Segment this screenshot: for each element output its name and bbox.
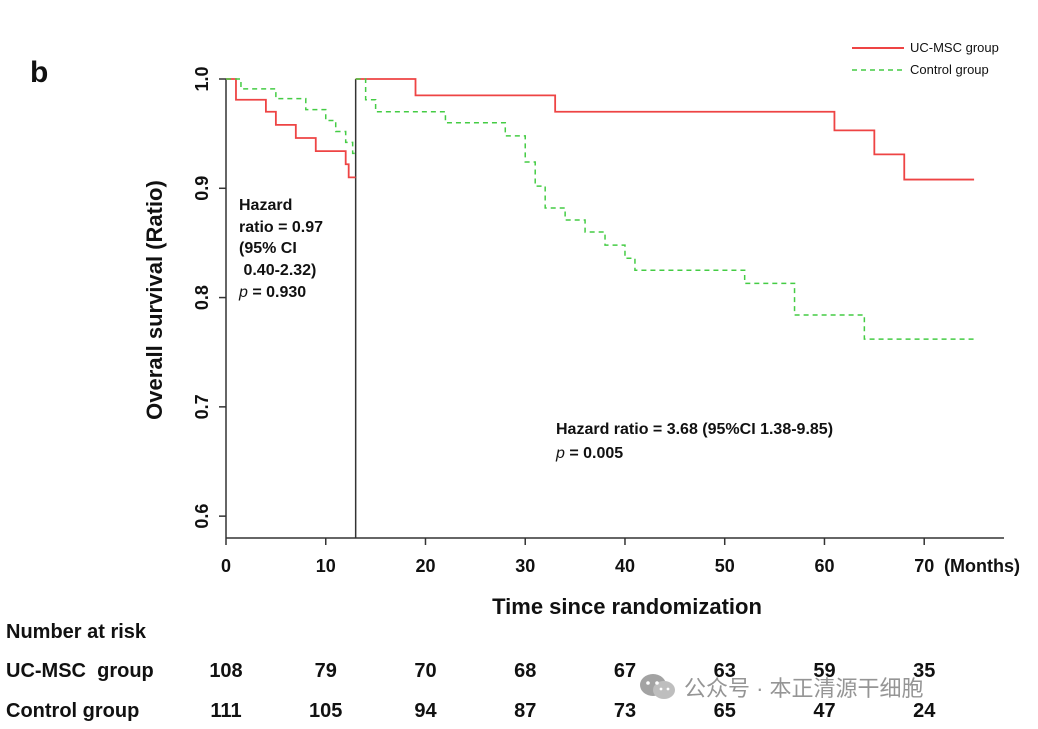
- watermark-text: 公众号 · 本正清源干细胞: [684, 676, 924, 701]
- uc-msc-survival-curve-1: [355, 78, 975, 181]
- control-risk-value: 24: [913, 700, 936, 722]
- control-survival-curve-2: [226, 78, 356, 155]
- annotation-early-line-4: 0.40-2.32): [239, 262, 316, 279]
- uc-msc-risk-value: 67: [613, 660, 637, 682]
- x-axis-title: Time since randomization: [492, 594, 762, 619]
- x-tick-label: 50: [715, 556, 735, 576]
- survival-curves: [226, 78, 975, 340]
- wechat-icon: [640, 674, 675, 699]
- p-value: = 0.005: [565, 445, 623, 462]
- risk-row-label-uc-msc: UC-MSC group: [6, 660, 154, 682]
- survival-chart: b 0 10 20 30 40 50 60 70 0.6 0.7 0.8 0.9 1.0 Overall…: [30, 40, 1020, 619]
- uc-msc-survival-curve-0: [226, 78, 356, 179]
- legend-label-control: Control group: [910, 62, 989, 77]
- y-tick-label: 0.6: [192, 504, 212, 529]
- risk-table-title: Number at risk: [6, 621, 147, 643]
- uc-msc-risk-value: 108: [209, 660, 243, 682]
- p-symbol: p: [238, 284, 248, 301]
- control-survival-curve-3: [355, 78, 975, 340]
- x-tick-label: 30: [515, 556, 535, 576]
- annotation-late-line-1: Hazard ratio = 3.68 (95%CI 1.38-9.85): [556, 421, 833, 438]
- annotation-early-line-1: Hazard: [239, 197, 292, 214]
- uc-msc-risk-value: 35: [913, 660, 936, 682]
- annotation-early-hazard: Hazard ratio = 0.97 (95% CI 0.40-2.32) p…: [238, 197, 323, 301]
- control-risk-value: 87: [514, 700, 537, 722]
- annotation-late-p: p = 0.005: [555, 445, 623, 462]
- uc-msc-risk-value: 70: [414, 660, 437, 682]
- uc-msc-risk-value: 63: [713, 660, 736, 682]
- axes: [225, 79, 1004, 539]
- annotation-early-p: p = 0.930: [238, 284, 306, 301]
- control-risk-value: 111: [210, 700, 242, 722]
- control-risk-value: 94: [414, 700, 437, 722]
- annotation-early-line-2: ratio = 0.97: [239, 219, 323, 236]
- uc-msc-risk-value: 68: [514, 660, 537, 682]
- axis-ticks: 0 10 20 30 40 50 60 70 0.6 0.7 0.8 0.9 1.0: [192, 66, 934, 576]
- y-tick-label: 0.9: [192, 176, 212, 201]
- x-axis-unit: (Months): [944, 556, 1020, 576]
- annotation-late-hazard: Hazard ratio = 3.68 (95%CI 1.38-9.85) p …: [555, 421, 833, 462]
- annotation-early-line-3: (95% CI: [239, 240, 297, 257]
- y-axis-title: Overall survival (Ratio): [142, 180, 167, 420]
- legend: UC-MSC group Control group: [852, 40, 999, 77]
- x-tick-label: 60: [814, 556, 834, 576]
- watermark: 公众号 · 本正清源干细胞: [638, 670, 924, 704]
- x-tick-label: 70: [914, 556, 934, 576]
- x-tick-label: 10: [316, 556, 336, 576]
- p-value: = 0.930: [248, 284, 306, 301]
- y-tick-label: 1.0: [192, 66, 212, 91]
- x-tick-label: 20: [415, 556, 435, 576]
- risk-row-label-control: Control group: [6, 700, 140, 722]
- y-tick-label: 0.8: [192, 285, 212, 310]
- control-risk-value: 105: [309, 700, 343, 722]
- legend-label-uc-msc: UC-MSC group: [910, 40, 999, 55]
- panel-label: b: [30, 56, 48, 89]
- uc-msc-risk-value: 79: [314, 660, 337, 682]
- control-risk-value: 73: [613, 700, 637, 722]
- x-tick-label: 40: [615, 556, 635, 576]
- control-risk-value: 65: [713, 700, 736, 722]
- control-risk-value: 47: [813, 700, 836, 722]
- y-tick-label: 0.7: [192, 394, 212, 419]
- uc-msc-risk-value: 59: [813, 660, 836, 682]
- p-symbol: p: [555, 445, 565, 462]
- x-tick-label: 0: [221, 556, 231, 576]
